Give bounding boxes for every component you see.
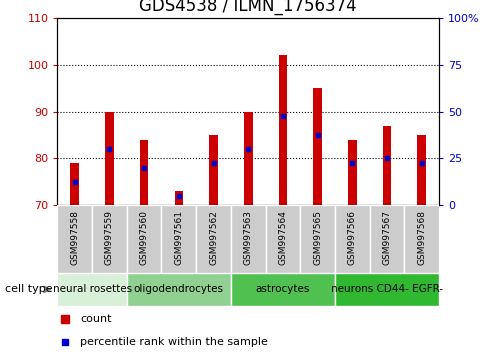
- Bar: [300, 205, 335, 276]
- Text: GSM997560: GSM997560: [140, 210, 149, 265]
- Text: oligodendrocytes: oligodendrocytes: [134, 284, 224, 295]
- Bar: [313, 88, 322, 205]
- Bar: [127, 205, 162, 276]
- Bar: [418, 135, 426, 205]
- Text: GSM997564: GSM997564: [278, 210, 287, 265]
- Bar: [244, 112, 252, 205]
- Text: cell type: cell type: [5, 284, 52, 295]
- Bar: [175, 191, 183, 205]
- Text: GSM997563: GSM997563: [244, 210, 253, 265]
- Bar: [70, 163, 79, 205]
- Text: neurons CD44- EGFR-: neurons CD44- EGFR-: [331, 284, 443, 295]
- Bar: [231, 273, 335, 306]
- Text: GSM997567: GSM997567: [383, 210, 392, 265]
- Bar: [57, 205, 92, 276]
- Bar: [348, 139, 357, 205]
- Text: GSM997562: GSM997562: [209, 210, 218, 265]
- Bar: [209, 135, 218, 205]
- Text: GSM997565: GSM997565: [313, 210, 322, 265]
- Bar: [231, 205, 265, 276]
- Bar: [335, 273, 439, 306]
- Bar: [278, 55, 287, 205]
- Text: GSM997559: GSM997559: [105, 210, 114, 265]
- Title: GDS4538 / ILMN_1756374: GDS4538 / ILMN_1756374: [139, 0, 357, 15]
- Bar: [404, 205, 439, 276]
- Text: percentile rank within the sample: percentile rank within the sample: [80, 337, 268, 348]
- Text: GSM997558: GSM997558: [70, 210, 79, 265]
- Bar: [105, 112, 114, 205]
- Text: neural rosettes: neural rosettes: [52, 284, 132, 295]
- Bar: [335, 205, 370, 276]
- Text: count: count: [80, 314, 112, 325]
- Bar: [92, 205, 127, 276]
- Text: GSM997568: GSM997568: [417, 210, 426, 265]
- Text: GSM997566: GSM997566: [348, 210, 357, 265]
- Bar: [162, 205, 196, 276]
- Text: GSM997561: GSM997561: [174, 210, 183, 265]
- Bar: [370, 205, 404, 276]
- Bar: [265, 205, 300, 276]
- Bar: [140, 139, 149, 205]
- Bar: [383, 126, 391, 205]
- Bar: [196, 205, 231, 276]
- Bar: [127, 273, 231, 306]
- Bar: [57, 273, 127, 306]
- Text: astrocytes: astrocytes: [256, 284, 310, 295]
